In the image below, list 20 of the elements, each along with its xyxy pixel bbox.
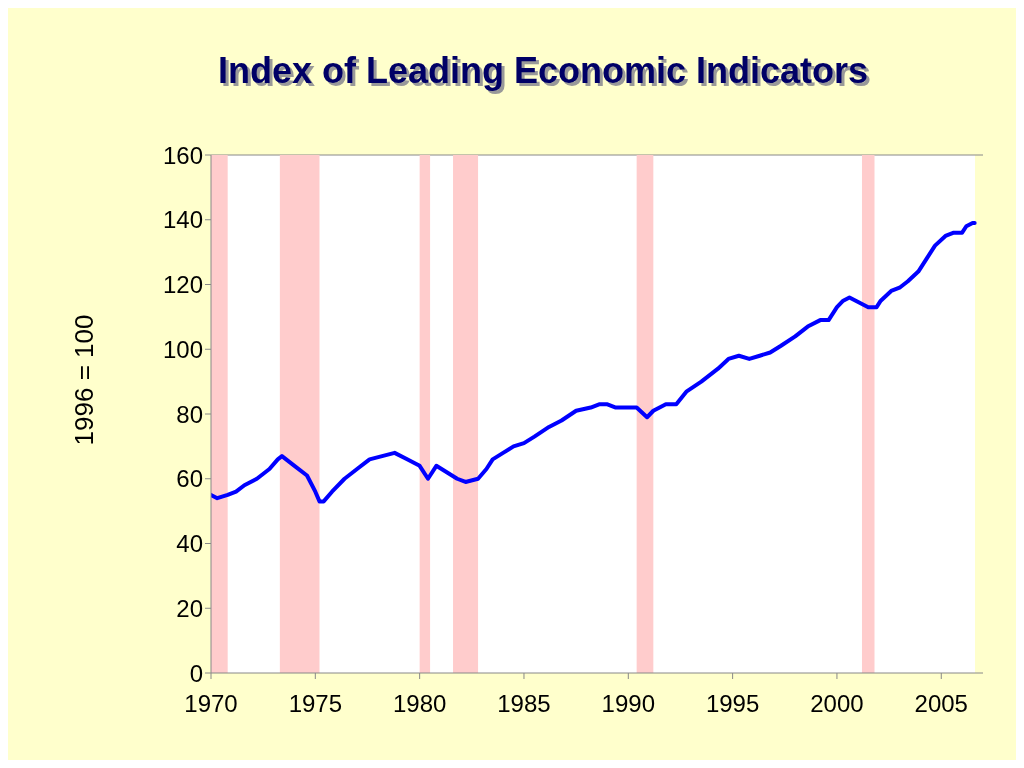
y-tick-label: 120 (162, 271, 203, 299)
line-series (211, 220, 977, 504)
chart-title: Index of Leading Economic Indicators (216, 50, 870, 92)
y-tick-label: 40 (176, 530, 203, 558)
x-tick-label: 1975 (288, 690, 343, 718)
x-tick-label: 1970 (184, 690, 238, 718)
y-tick-label: 100 (162, 335, 203, 363)
x-tick-label: 1995 (705, 690, 760, 718)
x-tick-label: 1985 (497, 690, 551, 718)
y-axis-title: 1996 = 100 (68, 314, 100, 446)
x-tick-label: 1990 (601, 690, 655, 718)
y-tick-label: 160 (162, 141, 203, 169)
y-tick-label: 140 (162, 206, 203, 234)
y-tick-label: 60 (176, 465, 203, 493)
y-tick-label: 20 (176, 594, 203, 622)
x-tick-label: 2005 (914, 690, 968, 718)
x-tick-label: 1980 (392, 690, 447, 718)
y-tick-label: 0 (189, 659, 203, 687)
y-tick-label: 80 (176, 400, 203, 428)
x-tick-label: 2000 (810, 690, 864, 718)
